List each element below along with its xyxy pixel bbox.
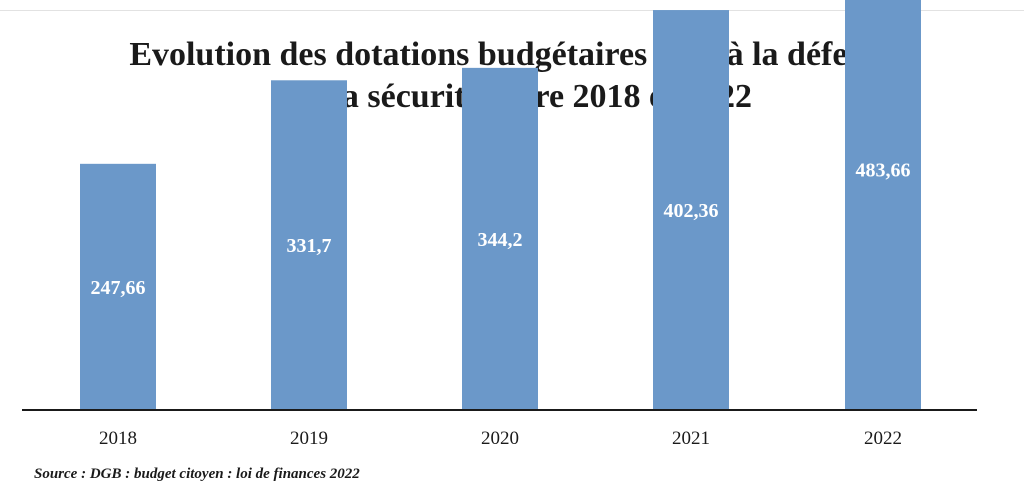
bar-value-label-2020: 344,2 bbox=[478, 229, 523, 251]
bar-value-label-2021: 402,36 bbox=[664, 200, 719, 222]
bar-2020 bbox=[462, 67, 538, 410]
x-tick-label-2022: 2022 bbox=[864, 428, 902, 449]
bar-2021 bbox=[653, 10, 729, 410]
x-tick-label-2018: 2018 bbox=[99, 428, 137, 449]
top-divider bbox=[0, 10, 1024, 11]
bar-value-label-2018: 247,66 bbox=[91, 277, 146, 299]
x-tick-label-2019: 2019 bbox=[290, 428, 328, 449]
bar-2019 bbox=[271, 80, 347, 411]
x-tick-label-2021: 2021 bbox=[672, 428, 710, 449]
bar-value-label-2022: 483,66 bbox=[856, 160, 911, 182]
chart-title-line-1: Evolution des dotations budgétaires liée… bbox=[129, 36, 895, 73]
source-note: Source : DGB : budget citoyen : loi de f… bbox=[34, 466, 360, 482]
x-tick-label-2020: 2020 bbox=[481, 428, 519, 449]
bar-2018 bbox=[80, 163, 156, 410]
bar-2022 bbox=[845, 0, 921, 411]
bar-value-label-2019: 331,7 bbox=[287, 235, 332, 257]
